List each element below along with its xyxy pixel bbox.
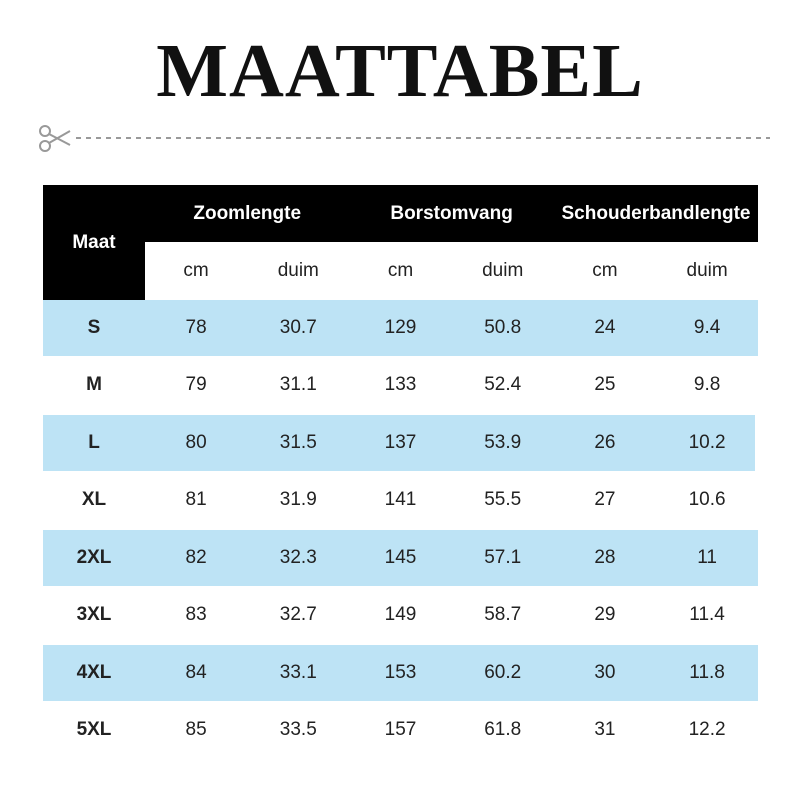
value-cell: 30: [594, 661, 616, 683]
title: MAATTABEL: [156, 29, 644, 113]
value-cell: 81: [185, 489, 207, 511]
value-cell: 30.7: [279, 316, 317, 338]
row-background: [43, 530, 758, 586]
value-cell: 27: [594, 489, 616, 511]
value-cell: 85: [185, 719, 207, 741]
row-background: [43, 415, 755, 471]
value-cell: 29: [594, 604, 616, 626]
group-header: Zoomlengte: [145, 185, 350, 242]
unit-header: duim: [277, 260, 319, 281]
value-cell: 31.1: [279, 374, 317, 396]
value-cell: 55.5: [484, 489, 522, 511]
value-cell: 58.7: [484, 604, 522, 626]
cut-line: [39, 125, 770, 152]
value-cell: 50.8: [484, 316, 522, 338]
value-cell: 145: [384, 546, 417, 568]
value-cell: 9.8: [693, 374, 721, 396]
value-cell: 84: [185, 661, 207, 683]
row-background: [43, 300, 758, 356]
value-cell: 31: [594, 719, 616, 741]
size-label: 2XL: [76, 546, 112, 568]
row-background: [43, 645, 758, 701]
value-cell: 32.7: [279, 604, 317, 626]
value-cell: 80: [185, 431, 207, 453]
value-cell: 78: [185, 316, 207, 338]
value-cell: 79: [185, 374, 207, 396]
value-cell: 52.4: [484, 374, 522, 396]
size-label: 4XL: [76, 661, 112, 683]
size-label: 3XL: [76, 604, 112, 626]
unit-header: cm: [592, 260, 618, 281]
size-label: L: [88, 431, 100, 453]
size-label: XL: [81, 489, 107, 511]
size-label: M: [86, 374, 102, 396]
value-cell: 25: [594, 374, 616, 396]
value-cell: 33.1: [279, 661, 317, 683]
value-cell: 149: [384, 604, 417, 626]
group-header: Borstomvang: [349, 185, 554, 242]
value-cell: 53.9: [484, 431, 522, 453]
value-cell: 10.6: [688, 489, 726, 511]
value-cell: 12.2: [688, 719, 726, 741]
value-cell: 10.2: [688, 431, 726, 453]
size-header: Maat: [43, 185, 145, 300]
value-cell: 61.8: [484, 719, 522, 741]
size-label: 5XL: [76, 719, 112, 741]
group-header: Schouderbandlengte: [553, 185, 759, 242]
unit-header: cm: [183, 260, 209, 281]
unit-header: duim: [686, 260, 728, 281]
value-cell: 141: [384, 489, 417, 511]
size-label: S: [87, 316, 101, 338]
value-cell: 32.3: [279, 546, 317, 568]
value-cell: 157: [384, 719, 417, 741]
value-cell: 11.4: [689, 604, 725, 626]
value-cell: 31.9: [279, 489, 317, 511]
value-cell: 28: [594, 546, 616, 568]
value-cell: 129: [384, 316, 417, 338]
unit-header: cm: [387, 260, 414, 281]
unit-header: duim: [482, 260, 524, 281]
value-cell: 133: [384, 374, 417, 396]
value-cell: 83: [185, 604, 207, 626]
value-cell: 11.8: [689, 661, 725, 683]
value-cell: 31.5: [279, 431, 317, 453]
value-cell: 57.1: [484, 546, 522, 568]
value-cell: 11: [697, 546, 717, 568]
value-cell: 33.5: [279, 719, 317, 741]
value-cell: 24: [594, 316, 616, 338]
value-cell: 26: [594, 431, 616, 453]
value-cell: 82: [185, 546, 207, 568]
value-cell: 153: [384, 661, 417, 683]
value-cell: 60.2: [484, 661, 522, 683]
value-cell: 137: [384, 431, 417, 453]
value-cell: 9.4: [693, 316, 721, 338]
